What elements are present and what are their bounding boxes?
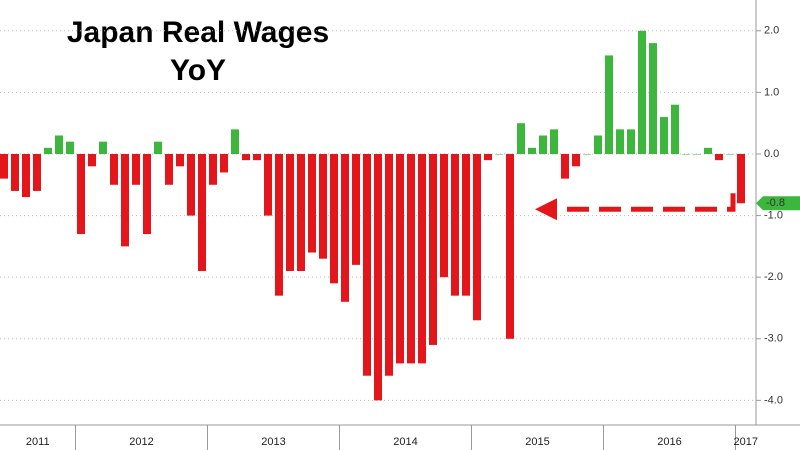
- bar: [275, 153, 283, 296]
- bar: [165, 153, 173, 185]
- bar: [671, 104, 679, 154]
- bar: [33, 153, 41, 191]
- bar: [583, 153, 591, 155]
- x-tick-label: 2017: [734, 436, 758, 448]
- bar: [44, 147, 52, 154]
- bar: [352, 153, 360, 265]
- bar: [572, 153, 580, 167]
- y-tick-label: -3.0: [764, 333, 783, 345]
- bar: [473, 153, 481, 321]
- bar: [550, 129, 558, 154]
- bar: [517, 123, 525, 154]
- bar: [638, 30, 646, 154]
- bar: [396, 153, 404, 364]
- y-tick-label: 1.0: [764, 86, 779, 98]
- value-tag: [756, 196, 800, 211]
- bar: [253, 153, 261, 161]
- bar: [374, 153, 382, 401]
- x-tick-label: 2014: [393, 436, 417, 448]
- bar: [77, 153, 85, 235]
- bar: [319, 153, 327, 259]
- x-tick-label: 2012: [129, 436, 153, 448]
- bar: [286, 153, 294, 272]
- bar: [154, 141, 162, 154]
- chart-title: Japan Real Wages: [67, 16, 329, 49]
- bar: [418, 153, 426, 364]
- bar: [495, 153, 503, 155]
- bar: [440, 153, 448, 278]
- bar: [616, 129, 624, 154]
- bar: [143, 153, 151, 235]
- arrow-line: [553, 193, 736, 212]
- chart-title: YoY: [170, 54, 226, 87]
- bar: [605, 55, 613, 154]
- bar: [539, 135, 547, 154]
- bar: [649, 43, 657, 154]
- y-tick-label: -4.0: [764, 394, 783, 406]
- bar: [682, 153, 690, 155]
- bar: [0, 153, 8, 179]
- bar: [462, 153, 470, 296]
- bar: [264, 153, 272, 216]
- bar: [66, 141, 74, 154]
- bar: [220, 153, 228, 173]
- bar: [726, 153, 734, 155]
- bar: [110, 153, 118, 185]
- bar: [528, 147, 536, 154]
- bar: [187, 153, 195, 216]
- y-tick-label: 2.0: [764, 25, 779, 37]
- arrow-head: [535, 198, 557, 221]
- bar: [385, 153, 393, 376]
- bar: [209, 153, 217, 185]
- value-label: -0.8: [766, 197, 785, 209]
- y-tick-label: -1.0: [764, 209, 783, 221]
- x-tick-label: 2013: [261, 436, 285, 448]
- bar: [704, 147, 712, 154]
- y-tick-label: 0.0: [764, 148, 779, 160]
- bar: [627, 129, 635, 154]
- x-tick-label: 2011: [26, 436, 50, 448]
- bar: [407, 153, 415, 364]
- bar: [55, 135, 63, 154]
- bar: [121, 153, 129, 247]
- y-tick-label: -2.0: [764, 271, 783, 283]
- bar: [451, 153, 459, 296]
- bar: [308, 153, 316, 253]
- bar: [506, 153, 514, 339]
- bar: [561, 153, 569, 179]
- bar: [99, 141, 107, 154]
- bar: [22, 153, 30, 198]
- bar: [715, 153, 723, 161]
- bar: [484, 153, 492, 161]
- bar: [363, 153, 371, 376]
- bar: [132, 153, 140, 185]
- bar: [176, 153, 184, 167]
- x-tick-label: 2016: [657, 436, 681, 448]
- bar: [231, 129, 239, 154]
- bar: [660, 117, 668, 154]
- bar: [341, 153, 349, 302]
- bar: [429, 153, 437, 345]
- bar: [330, 153, 338, 284]
- bar: [11, 153, 19, 191]
- bar: [737, 153, 745, 204]
- bar: [594, 135, 602, 154]
- bar: [88, 153, 96, 167]
- bar: [693, 153, 701, 155]
- x-tick-label: 2015: [525, 436, 549, 448]
- bar: [242, 153, 250, 161]
- bar: [198, 153, 206, 272]
- bar: [297, 153, 305, 272]
